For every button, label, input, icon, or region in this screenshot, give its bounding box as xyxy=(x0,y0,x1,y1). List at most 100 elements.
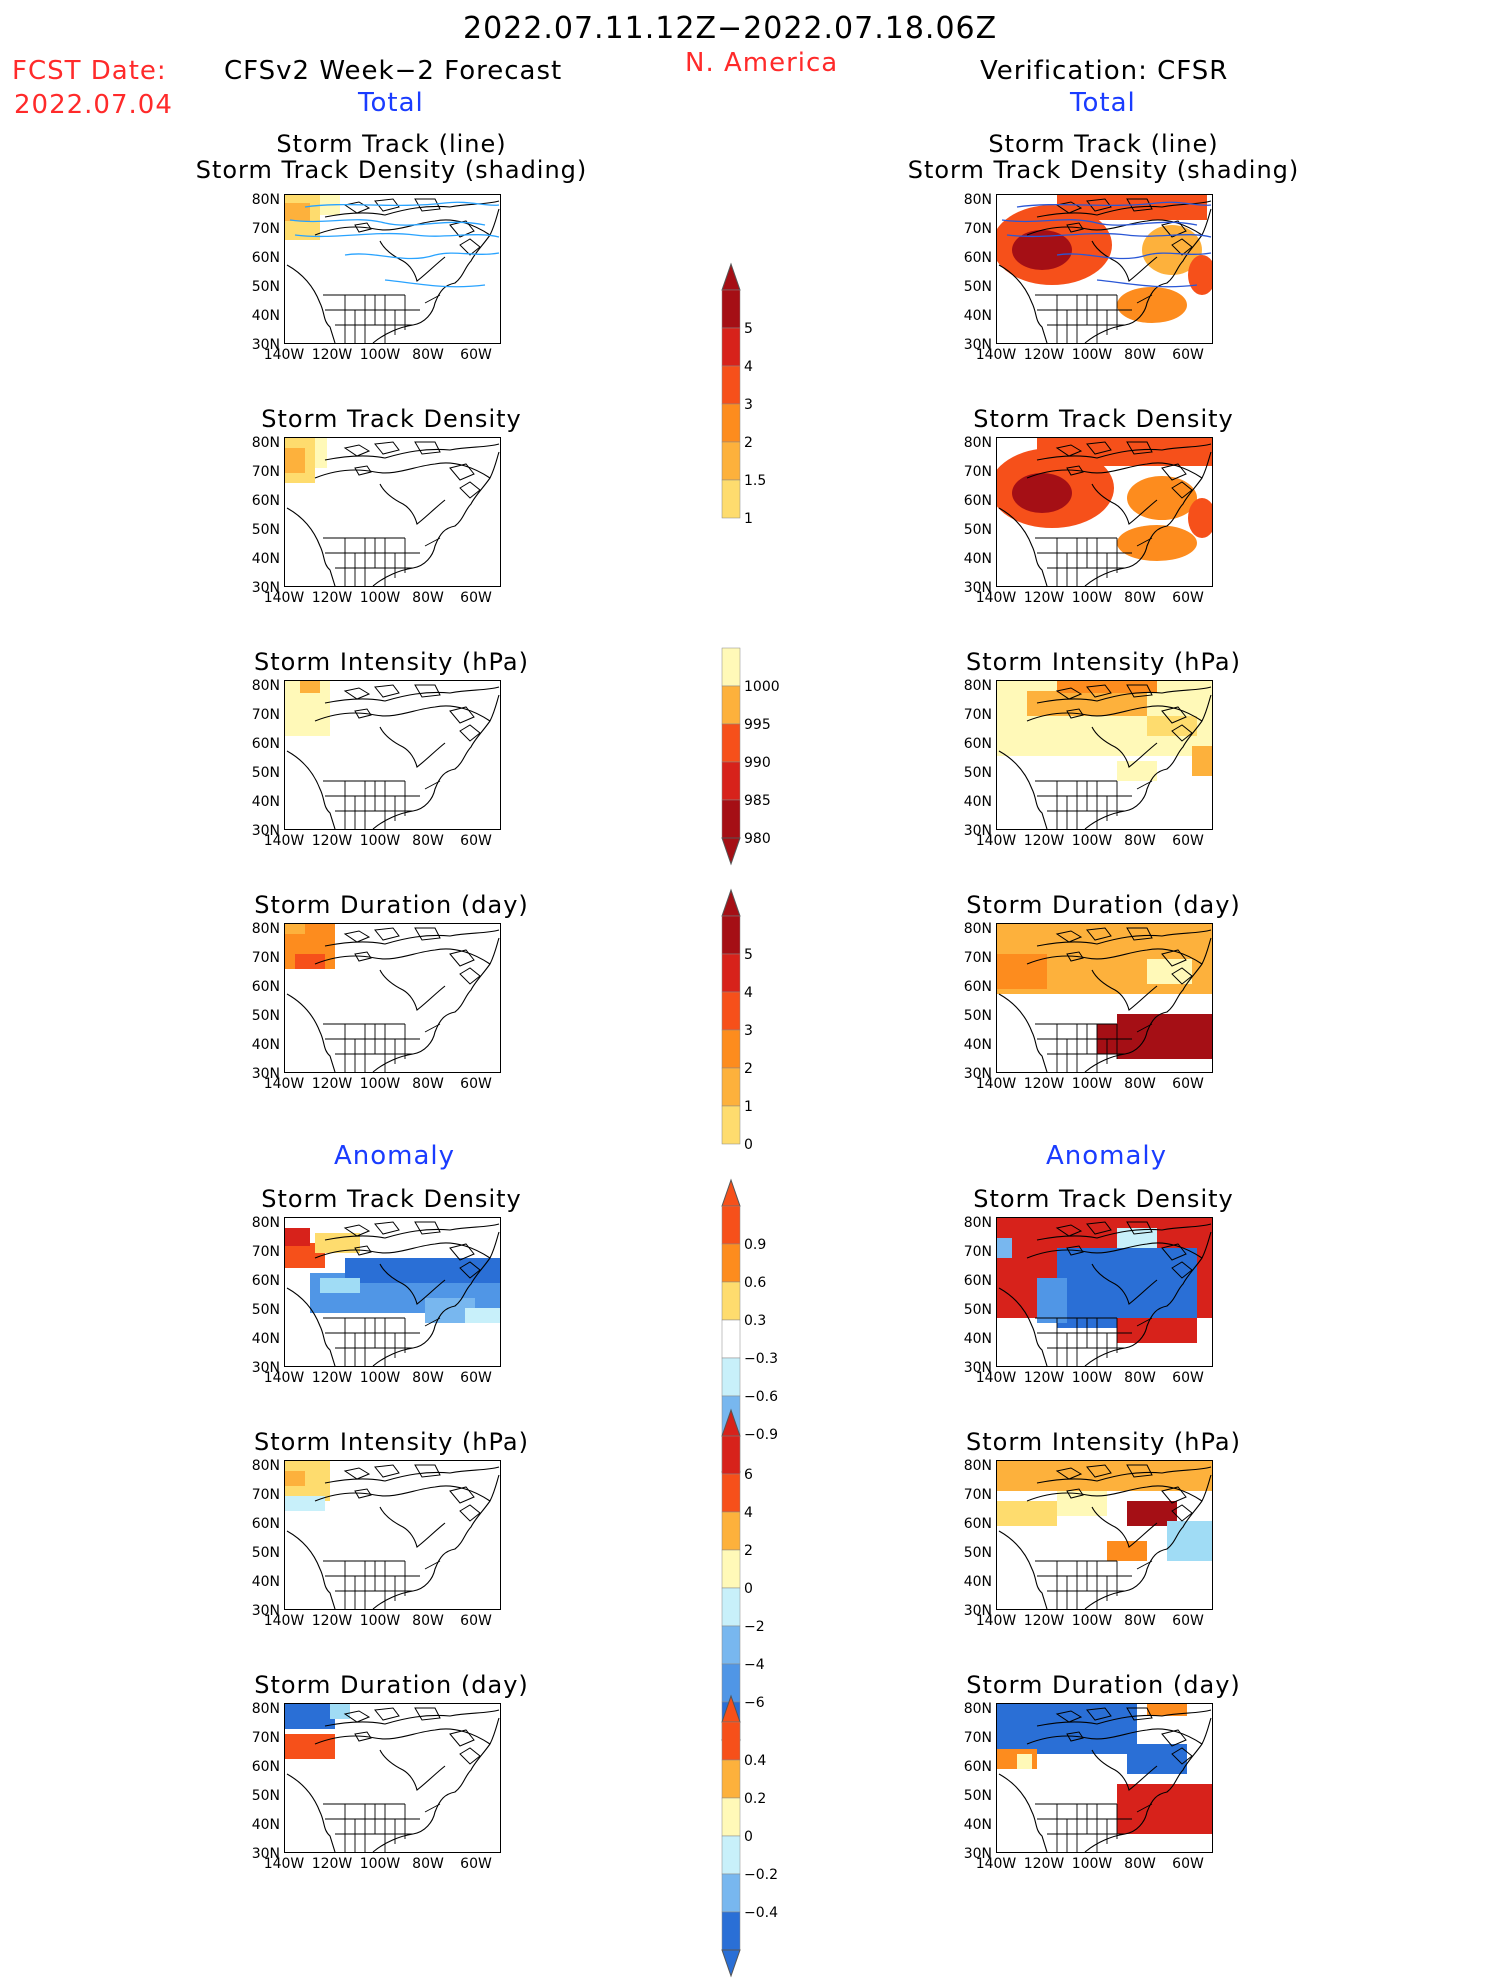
lat-tick-label: 60N xyxy=(251,250,280,266)
panel-title: Storm Intensity (hPa) xyxy=(966,1428,1241,1456)
colorbar-arrow-bottom xyxy=(721,837,741,866)
colorbar-tick-label: 0 xyxy=(744,1137,753,1153)
colorbar-tick-label: 6 xyxy=(744,1467,753,1483)
lon-tick-label: 80W xyxy=(412,1370,444,1386)
coastline xyxy=(998,686,1212,829)
lon-tick-label: 100W xyxy=(359,590,401,606)
lat-tick-label: 30N xyxy=(251,1846,280,1862)
colorbar-tick-label: 3 xyxy=(744,397,753,413)
lat-tick-label: 70N xyxy=(251,707,280,723)
shading-blob xyxy=(1012,230,1072,270)
verification-intensity-map xyxy=(996,680,1213,830)
lon-tick-label: 80W xyxy=(412,833,444,849)
lon-tick-label: 100W xyxy=(359,1370,401,1386)
lon-tick-label: 140W xyxy=(975,1856,1017,1872)
lon-tick-label: 60W xyxy=(1172,1613,1204,1629)
panel-title: Storm Intensity (hPa) xyxy=(966,648,1241,676)
lat-tick-label: 80N xyxy=(963,435,992,451)
colorbar-segment xyxy=(721,685,741,725)
lon-tick-label: 60W xyxy=(460,347,492,363)
lon-tick-label: 80W xyxy=(412,1076,444,1092)
lat-tick-label: 70N xyxy=(251,1487,280,1503)
density-total-colorbar xyxy=(721,262,741,519)
lon-tick-label: 140W xyxy=(975,1613,1017,1629)
panel-title: Storm Track (line) xyxy=(276,130,507,158)
state-borders xyxy=(1035,1317,1153,1366)
map-canvas xyxy=(997,1218,1212,1366)
lon-tick-label: 80W xyxy=(1124,1613,1156,1629)
colorbar-tick-label: 0.2 xyxy=(744,1791,767,1807)
lat-tick-label: 80N xyxy=(251,192,280,208)
lon-tick-label: 60W xyxy=(460,1076,492,1092)
lon-tick-label: 140W xyxy=(975,1370,1017,1386)
colorbar-segment xyxy=(721,1511,741,1551)
colorbar-segment xyxy=(721,1549,741,1589)
lon-tick-label: 60W xyxy=(460,833,492,849)
lon-tick-label: 100W xyxy=(359,1076,401,1092)
arctic-islands xyxy=(1055,684,1193,742)
colorbar-arrow-top xyxy=(721,1694,741,1723)
lon-tick-label: 120W xyxy=(311,833,353,849)
colorbar-tick-label: 1 xyxy=(744,511,753,527)
state-borders xyxy=(323,780,441,829)
lat-tick-label: 60N xyxy=(963,1759,992,1775)
lon-tick-label: 120W xyxy=(1023,590,1065,606)
arctic-islands xyxy=(343,198,481,256)
lat-tick-label: 40N xyxy=(963,1037,992,1053)
lat-tick-label: 40N xyxy=(963,551,992,567)
lat-tick-label: 60N xyxy=(251,1516,280,1532)
lon-tick-label: 120W xyxy=(1023,1370,1065,1386)
state-borders xyxy=(1035,537,1153,586)
colorbar-tick-label: 1.5 xyxy=(744,473,767,489)
shading-cell xyxy=(997,1238,1012,1258)
shading-cell xyxy=(300,681,320,693)
colorbar-segment xyxy=(721,1319,741,1359)
left-model-title: CFSv2 Week−2 Forecast xyxy=(224,56,563,86)
lon-tick-label: 100W xyxy=(1071,1370,1113,1386)
panel-title: Storm Duration (day) xyxy=(966,891,1241,919)
duration-total-colorbar xyxy=(721,888,741,1145)
shading-blob xyxy=(1012,473,1072,513)
lon-tick-label: 140W xyxy=(263,833,305,849)
shading-blob xyxy=(1117,287,1187,323)
colorbar-tick-label: 5 xyxy=(744,321,753,337)
lat-tick-label: 40N xyxy=(963,1574,992,1590)
state-borders xyxy=(1035,1560,1153,1609)
shading-cell xyxy=(295,954,325,969)
storm-track-lines xyxy=(1001,201,1212,288)
fcst-date-value: 2022.07.04 xyxy=(14,90,173,120)
colorbar-segment xyxy=(721,915,741,955)
lon-tick-label: 60W xyxy=(1172,1856,1204,1872)
panel-title: Storm Duration (day) xyxy=(966,1671,1241,1699)
lat-tick-label: 50N xyxy=(251,279,280,295)
lon-tick-label: 100W xyxy=(1071,833,1113,849)
colorbar-tick-label: 3 xyxy=(744,1023,753,1039)
state-borders xyxy=(323,1317,441,1366)
lat-tick-label: 30N xyxy=(251,580,280,596)
map-canvas xyxy=(997,681,1212,829)
lon-tick-label: 80W xyxy=(412,1856,444,1872)
colorbar-tick-label: −2 xyxy=(744,1619,765,1635)
colorbar-tick-label: 980 xyxy=(744,831,771,847)
panel-title: Storm Track (line) xyxy=(988,130,1219,158)
lon-tick-label: 100W xyxy=(1071,347,1113,363)
colorbar-segment xyxy=(721,403,741,443)
colorbar-segment xyxy=(721,1029,741,1069)
colorbar-segment xyxy=(721,1435,741,1475)
coastline xyxy=(998,1223,1212,1366)
lat-tick-label: 50N xyxy=(963,765,992,781)
shading-cell xyxy=(330,1704,350,1719)
shading-blob xyxy=(1188,498,1212,538)
colorbar-segment xyxy=(721,1587,741,1627)
lat-tick-label: 40N xyxy=(963,308,992,324)
lon-tick-label: 120W xyxy=(311,1613,353,1629)
right-anomaly-label: Anomaly xyxy=(1046,1141,1168,1171)
lat-tick-label: 50N xyxy=(963,279,992,295)
lon-tick-label: 80W xyxy=(1124,833,1156,849)
forecast-duration-anomaly-map xyxy=(284,1703,501,1853)
lon-tick-label: 140W xyxy=(263,347,305,363)
lat-tick-label: 50N xyxy=(251,1788,280,1804)
lat-tick-label: 80N xyxy=(251,435,280,451)
coastline xyxy=(998,929,1212,1072)
colorbar-segment xyxy=(721,1357,741,1397)
